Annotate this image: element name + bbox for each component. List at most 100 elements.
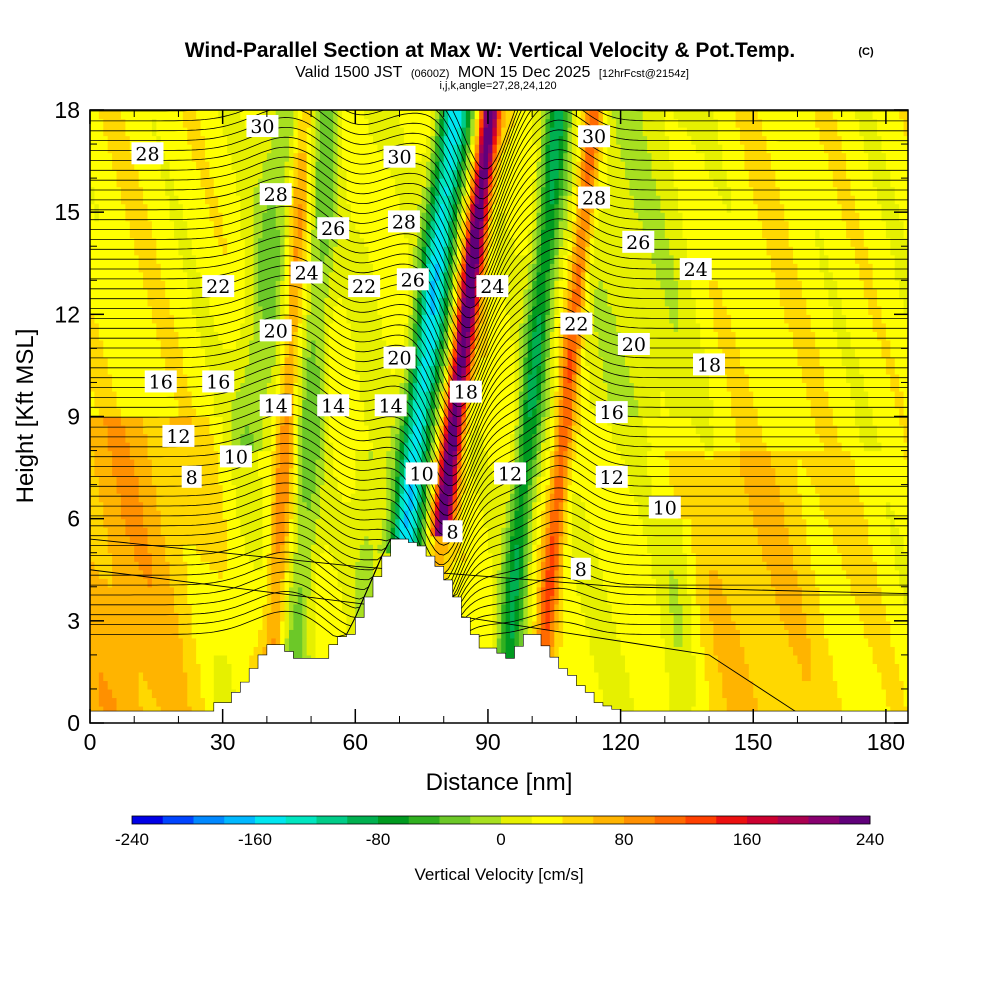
w-cell — [297, 407, 303, 418]
w-cell — [589, 365, 604, 375]
w-cell — [885, 612, 908, 622]
w-cell — [545, 356, 551, 367]
w-cell — [311, 144, 317, 154]
w-cell — [169, 561, 188, 571]
contour-label-bg — [570, 557, 591, 580]
w-cell — [797, 459, 803, 469]
w-cell — [403, 510, 409, 520]
w-cell — [492, 186, 498, 196]
w-cell — [735, 110, 759, 120]
w-cell — [558, 586, 564, 596]
w-cell — [280, 442, 290, 452]
w-cell — [541, 314, 547, 324]
w-cell — [461, 178, 467, 188]
w-cell — [337, 152, 343, 162]
w-cell — [611, 110, 644, 120]
theta-isentrope — [344, 110, 522, 190]
w-cell — [412, 365, 418, 375]
w-cell — [293, 365, 299, 375]
contour-label-bg — [578, 125, 611, 148]
w-cell — [187, 271, 202, 281]
w-cell — [90, 620, 180, 630]
w-cell — [527, 356, 533, 367]
w-cell — [293, 229, 299, 239]
w-cell — [288, 339, 294, 349]
w-cell — [563, 390, 573, 401]
w-cell — [297, 510, 321, 520]
w-cell — [496, 135, 502, 145]
w-cell — [487, 254, 498, 264]
w-cell — [333, 169, 339, 179]
w-cell — [678, 305, 697, 315]
w-cell — [541, 127, 547, 137]
w-cell — [112, 152, 135, 162]
w-cell — [518, 595, 524, 605]
valid-prefix: Valid 1500 JST — [295, 64, 403, 81]
w-cell — [536, 518, 542, 528]
w-cell — [258, 297, 277, 307]
w-cell — [638, 407, 661, 418]
w-cell — [492, 552, 502, 562]
w-cell — [492, 161, 498, 171]
w-cell — [594, 144, 600, 154]
w-cell — [470, 152, 476, 162]
w-cell — [487, 348, 516, 358]
w-cell — [244, 280, 255, 290]
w-cell — [196, 407, 215, 418]
w-cell — [571, 271, 577, 281]
w-cell — [541, 620, 547, 630]
w-cell — [461, 280, 467, 290]
w-cell — [319, 152, 334, 162]
w-cell — [417, 373, 423, 384]
w-cell — [258, 263, 281, 273]
w-cell — [417, 518, 423, 528]
w-cell — [532, 280, 538, 290]
w-cell — [395, 433, 401, 443]
w-cell — [465, 144, 471, 154]
w-cell — [536, 620, 542, 630]
w-cell — [801, 288, 830, 298]
w-cell — [815, 484, 860, 494]
w-cell — [293, 535, 299, 545]
w-cell — [421, 510, 427, 520]
w-cell — [297, 425, 303, 435]
w-cell — [138, 484, 157, 494]
w-cell — [868, 297, 878, 307]
w-cell — [430, 246, 436, 256]
w-cell — [98, 484, 118, 494]
w-cell — [403, 484, 409, 494]
w-cell — [819, 229, 847, 239]
w-cell — [107, 433, 126, 443]
w-cell — [311, 569, 317, 579]
w-cell — [244, 425, 250, 435]
w-cell — [342, 586, 356, 596]
w-cell — [160, 144, 193, 154]
w-cell — [434, 450, 440, 460]
w-cell — [324, 476, 339, 486]
w-cell — [324, 254, 334, 264]
colorbar-segment — [470, 816, 502, 824]
colorbar-label: Vertical Velocity [cm/s] — [414, 865, 583, 884]
w-cell — [452, 365, 458, 375]
w-cell — [302, 203, 308, 213]
w-cell — [806, 390, 830, 401]
w-cell — [492, 220, 498, 230]
w-cell — [607, 186, 631, 196]
w-cell — [218, 476, 233, 486]
w-cell — [169, 203, 184, 213]
w-cell — [293, 493, 299, 503]
w-cell — [90, 135, 109, 145]
w-cell — [532, 297, 538, 307]
w-cell — [576, 407, 582, 418]
w-cell — [558, 416, 564, 426]
w-cell — [288, 493, 294, 503]
w-cell — [554, 390, 560, 401]
w-cell — [518, 569, 524, 579]
w-cell — [885, 356, 896, 367]
w-cell — [607, 169, 626, 179]
w-cell — [903, 118, 908, 128]
w-cell — [178, 246, 193, 256]
w-cell — [426, 237, 432, 247]
w-cell — [324, 450, 334, 460]
w-cell — [541, 203, 547, 213]
